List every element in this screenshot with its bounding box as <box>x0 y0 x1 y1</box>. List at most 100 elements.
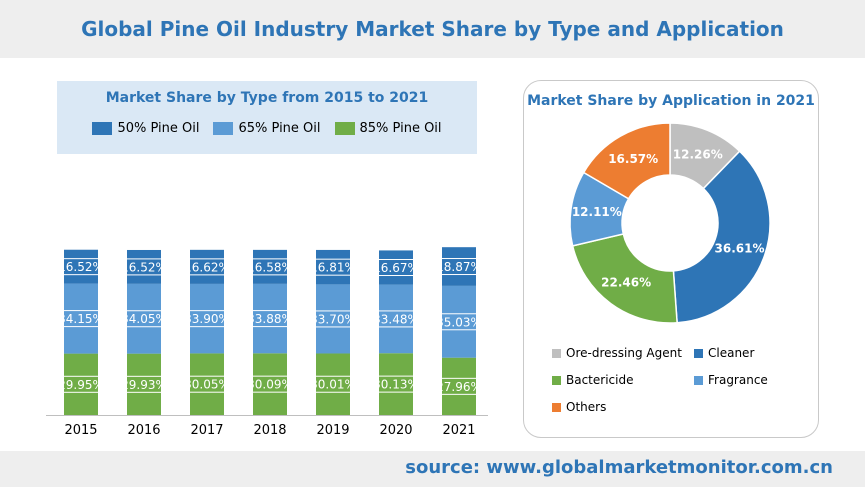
bar-segment <box>253 283 287 354</box>
bar-segment <box>442 285 476 358</box>
x-tick-label: 2018 <box>253 423 286 438</box>
slice-label: 12.11% <box>572 205 622 219</box>
bar-segment <box>316 249 350 285</box>
application-legend-item: Cleaner <box>694 346 754 360</box>
application-panel: Market Share by Application in 2021 12.2… <box>523 80 819 438</box>
bar-segment <box>64 353 98 415</box>
data-label: 16.52% <box>58 260 104 274</box>
bar-segment <box>253 249 287 284</box>
data-label: 30.05% <box>184 378 230 392</box>
application-legend-item: Fragrance <box>694 373 768 387</box>
data-label-box <box>371 259 421 277</box>
legend-swatch-85 <box>334 122 355 135</box>
bar-segment <box>442 357 476 415</box>
bar-segment <box>64 283 98 354</box>
footer-bar: source: www.globalmarketmonitor.com.cn <box>0 451 865 487</box>
slice-label: 22.46% <box>601 276 651 290</box>
data-label: 16.67% <box>373 261 419 275</box>
data-label-box <box>182 375 232 393</box>
legend-swatch <box>552 348 561 358</box>
data-label-box <box>434 258 484 276</box>
data-label-box <box>56 375 106 393</box>
x-tick-label: 2021 <box>442 423 475 438</box>
bar-segment <box>127 283 161 354</box>
data-label-box <box>245 375 295 393</box>
data-label: 34.15% <box>58 312 104 326</box>
bar-segment <box>442 247 476 286</box>
legend-label: Bactericide <box>566 373 634 387</box>
data-label: 18.87% <box>436 260 482 274</box>
data-label: 16.81% <box>310 261 356 275</box>
data-label: 29.95% <box>58 378 104 392</box>
data-label: 30.01% <box>310 378 356 392</box>
bar-segment <box>190 249 224 284</box>
data-label-box <box>434 313 484 331</box>
legend-item-85: 85% Pine Oil <box>334 121 442 136</box>
legend-label: Others <box>566 400 607 414</box>
data-label-box <box>434 377 484 395</box>
data-label-box <box>182 310 232 328</box>
data-label-box <box>182 258 232 276</box>
x-tick-label: 2020 <box>379 423 412 438</box>
data-label: 30.13% <box>373 378 419 392</box>
data-label-box <box>245 310 295 328</box>
legend-item-50: 50% Pine Oil <box>92 121 199 136</box>
legend-swatch-65 <box>213 122 234 135</box>
application-donut-chart: 12.26% 36.61% 22.46% 12.11% 16.57% <box>569 122 771 324</box>
slice-label: 36.61% <box>715 241 765 255</box>
bar-segment <box>190 353 224 415</box>
data-label: 33.88% <box>247 312 293 326</box>
x-tick-label: 2019 <box>316 423 349 438</box>
type-chart-legend: 50% Pine Oil 65% Pine Oil 85% Pine Oil <box>57 121 477 136</box>
data-label-box <box>371 375 421 393</box>
data-label: 16.58% <box>247 260 293 274</box>
data-label: 16.52% <box>121 260 167 274</box>
bar-segment <box>64 249 98 284</box>
legend-label: Fragrance <box>708 373 768 387</box>
x-tick-label: 2015 <box>64 423 97 438</box>
data-label-box <box>308 310 358 328</box>
slice-label: 16.57% <box>608 152 658 166</box>
bar-segment <box>127 353 161 415</box>
x-tick-label: 2016 <box>127 423 160 438</box>
bar-segment <box>127 249 161 284</box>
data-label-box <box>371 310 421 328</box>
bar-segment <box>316 353 350 415</box>
legend-label-65: 65% Pine Oil <box>238 121 321 136</box>
legend-label: Cleaner <box>708 346 755 360</box>
legend-swatch <box>694 375 703 385</box>
application-legend-item: Others <box>552 400 606 414</box>
legend-label: Ore-dressing Agent <box>566 346 682 360</box>
data-label-box <box>56 258 106 276</box>
data-label-box <box>119 258 169 276</box>
data-label: 33.70% <box>310 312 356 326</box>
bar-segment <box>253 353 287 415</box>
application-legend-item: Ore-dressing Agent <box>552 346 682 360</box>
data-label: 33.90% <box>184 312 230 326</box>
data-label: 16.62% <box>184 260 230 274</box>
data-label-box <box>56 310 106 328</box>
data-label: 27.96% <box>436 380 482 394</box>
source-text: source: www.globalmarketmonitor.com.cn <box>405 457 833 478</box>
pie-slice <box>582 122 671 200</box>
legend-label-85: 85% Pine Oil <box>359 121 442 136</box>
data-label: 34.05% <box>121 312 167 326</box>
legend-swatch-50 <box>92 122 113 135</box>
application-chart-title: Market Share by Application in 2021 <box>527 93 815 109</box>
data-label: 33.48% <box>373 312 419 326</box>
main-title: Global Pine Oil Industry Market Share by… <box>81 17 784 41</box>
data-label: 30.09% <box>247 378 293 392</box>
data-label-box <box>245 258 295 276</box>
type-chart-title: Market Share by Type from 2015 to 2021 <box>105 90 429 106</box>
pie-slice <box>672 150 771 324</box>
legend-swatch <box>552 402 561 412</box>
type-chart-header: Market Share by Type from 2015 to 2021 5… <box>57 81 477 154</box>
bar-segment <box>379 284 413 354</box>
pie-slice <box>571 233 678 324</box>
bar-segment <box>316 284 350 354</box>
legend-item-65: 65% Pine Oil <box>213 121 321 136</box>
data-label-box <box>119 310 169 328</box>
application-legend-item: Bactericide <box>552 373 633 387</box>
data-label-box <box>308 258 358 276</box>
data-label-box <box>308 375 358 393</box>
